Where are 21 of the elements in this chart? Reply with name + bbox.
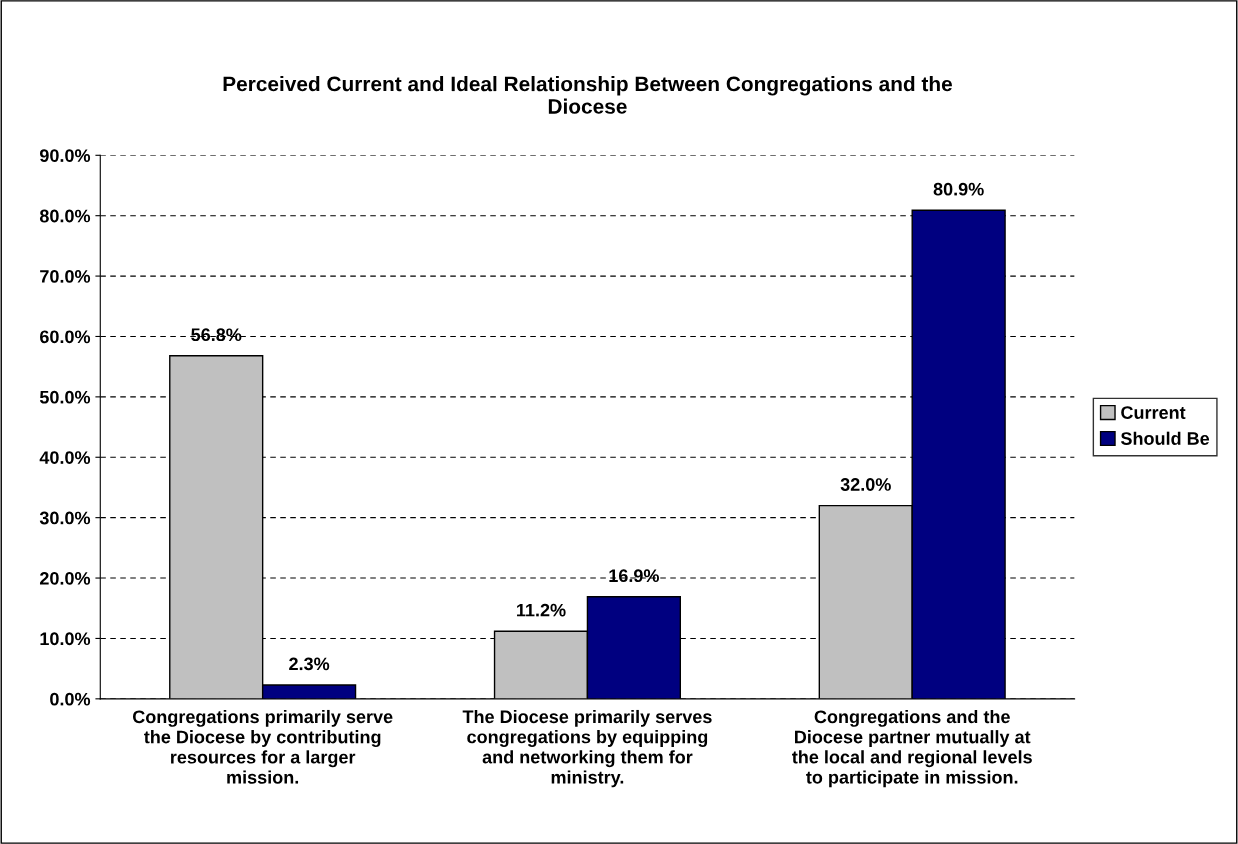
x-tick-label: The Diocese primarily serves congregations by equipping and networking them for ministry. xyxy=(462,709,712,788)
data-label: 16.9% xyxy=(609,569,659,583)
y-tick-label: 60.0% xyxy=(40,330,91,344)
y-tick-label: 40.0% xyxy=(39,451,91,464)
y-tick-label: 30.0% xyxy=(39,511,91,525)
data-label: 2.3% xyxy=(289,657,330,671)
data-label: 32.0% xyxy=(840,478,891,491)
data-label: 80.9% xyxy=(933,182,984,196)
data-label: 11.2% xyxy=(517,603,566,617)
x-tick-label: Congregations and the Diocese partner mutually at the local and regional levels to participate in mission. xyxy=(792,709,1032,788)
legend-label: Current xyxy=(1121,406,1186,419)
x-tick-label: Congregations primarily serve the Diocese by contributing resources for a larger mission. xyxy=(132,709,393,784)
y-tick-label: 70.0% xyxy=(40,270,91,283)
y-tick-label: 20.0% xyxy=(39,571,91,585)
y-tick-label: 80.0% xyxy=(39,209,91,223)
y-tick-label: 10.0% xyxy=(40,632,91,646)
y-tick-label: 90.0% xyxy=(39,149,91,163)
y-tick-label: 50.0% xyxy=(39,390,91,404)
y-tick-label: 0.0% xyxy=(50,692,91,706)
legend-label: Should Be xyxy=(1120,431,1210,445)
chart-title: Perceived Current and Ideal Relationship Between Congregations and the Diocese xyxy=(223,76,952,114)
